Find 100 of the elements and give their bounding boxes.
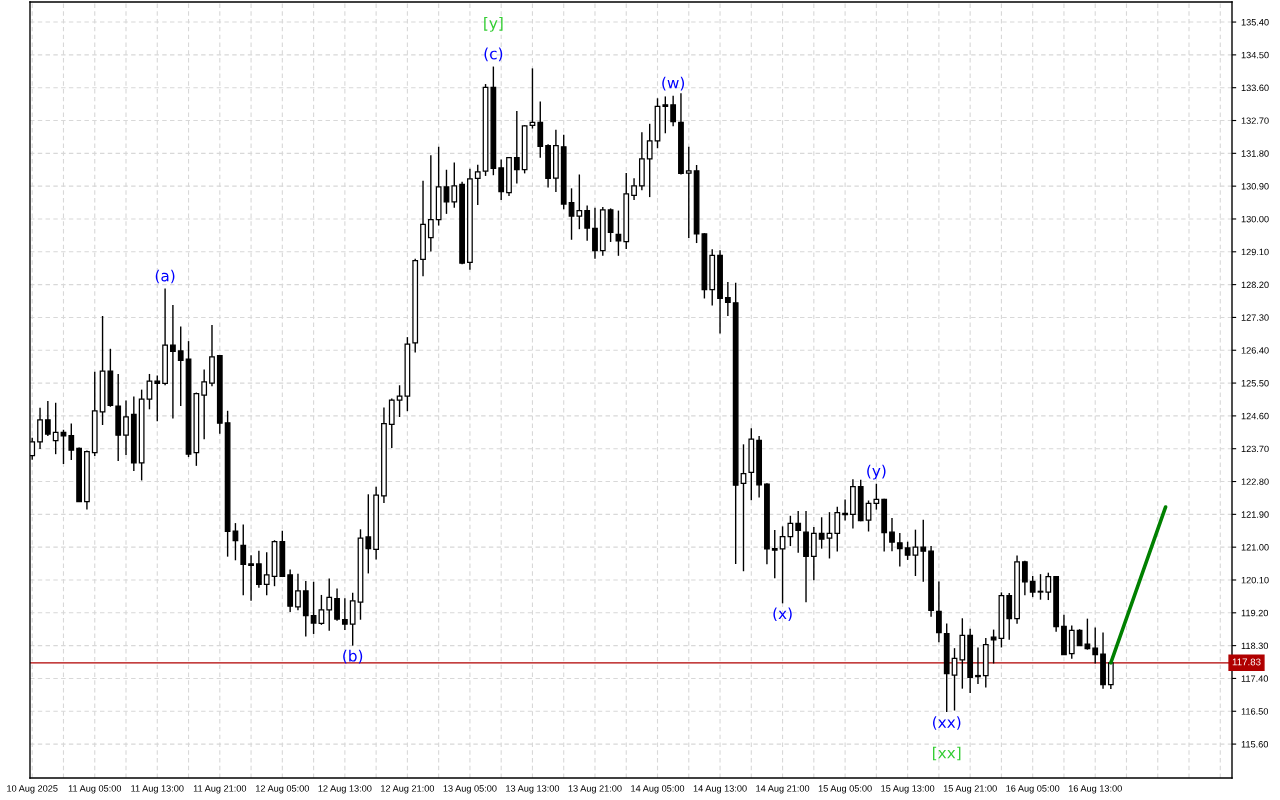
x-tick-label: 13 Aug 21:00 [568, 785, 622, 794]
candlestick [584, 204, 591, 242]
x-tick-label: 11 Aug 05:00 [68, 785, 122, 794]
candlestick [451, 161, 458, 209]
y-tick-label: 122.80 [1241, 478, 1269, 485]
candlestick [1037, 573, 1044, 601]
x-tick-label: 11 Aug 13:00 [131, 785, 184, 794]
x-tick-label: 11 Aug 21:00 [193, 785, 247, 794]
y-tick-label: 130.90 [1241, 183, 1269, 190]
candlestick [365, 493, 372, 575]
y-tick-label: 131.80 [1241, 150, 1269, 157]
candlestick [513, 110, 520, 185]
candlestick [826, 511, 833, 560]
y-tick-label: 123.70 [1241, 445, 1269, 453]
x-tick-label: 10 Aug 2025 [7, 785, 58, 794]
candlestick [889, 517, 895, 552]
candlestick [1107, 661, 1114, 690]
candlestick [576, 173, 583, 230]
y-tick-label: 135.40 [1241, 18, 1269, 26]
candlestick [936, 580, 942, 644]
candlestick [904, 541, 911, 561]
x-tick-label: 12 Aug 13:00 [318, 785, 372, 794]
candlestick [975, 646, 981, 685]
candlestick [646, 123, 653, 198]
candlestick [349, 592, 356, 647]
candlestick [795, 510, 802, 554]
candlestick [779, 525, 786, 605]
candlestick [295, 573, 301, 611]
x-tick-label: 13 Aug 05:00 [443, 785, 497, 794]
y-tick-label: 121.90 [1241, 511, 1269, 518]
candlestick [787, 515, 794, 547]
candlestick [474, 163, 481, 206]
candlestick [1006, 592, 1013, 641]
y-tick-label: 128.20 [1241, 281, 1269, 289]
x-tick-label: 12 Aug 05:00 [256, 785, 309, 794]
candlestick [771, 529, 778, 579]
annotation: (w) [662, 76, 685, 91]
candlestick [334, 587, 340, 622]
ref-line-label: 117.83 [1232, 658, 1261, 666]
candlestick [60, 429, 67, 465]
annotation: (y) [867, 464, 886, 480]
x-tick-label: 14 Aug 13:00 [693, 785, 747, 794]
candlestick [255, 550, 262, 589]
y-tick-label: 124.60 [1241, 412, 1269, 420]
candlestick [834, 505, 841, 553]
annotation: [y] [484, 17, 503, 32]
candlestick [201, 368, 208, 440]
y-tick-label: 132.70 [1241, 117, 1269, 124]
candlestick [670, 95, 677, 128]
candlestick [123, 399, 129, 456]
candlestick [873, 483, 880, 511]
candlestick [170, 304, 176, 420]
y-tick-label: 117.40 [1241, 675, 1269, 682]
y-tick-label: 130.00 [1241, 215, 1269, 223]
candlestick [1092, 626, 1099, 665]
annotation: [xx] [933, 746, 961, 761]
candlestick [1068, 624, 1075, 660]
candlestick [154, 374, 161, 423]
y-tick-label: 133.60 [1241, 84, 1269, 92]
candlestick [1045, 572, 1052, 601]
candlestick [52, 402, 59, 455]
candlestick [341, 597, 348, 631]
annotation: (c) [484, 47, 503, 62]
y-tick-label: 120.10 [1241, 576, 1269, 584]
y-tick-label: 119.20 [1241, 609, 1269, 617]
x-tick-label: 14 Aug 05:00 [631, 785, 685, 794]
y-tick-label: 121.00 [1241, 544, 1269, 551]
candlestick [592, 206, 598, 260]
y-tick-label: 134.50 [1241, 51, 1269, 59]
candlestick [662, 95, 669, 134]
candlestick [177, 325, 184, 407]
candlestick [724, 281, 731, 317]
candlestick [240, 523, 247, 596]
candlestick [37, 407, 43, 450]
candlestick [498, 158, 505, 201]
candlestick [427, 154, 434, 253]
candlestick [68, 422, 75, 461]
candlestick [1029, 575, 1036, 598]
x-tick-label: 15 Aug 13:00 [881, 785, 935, 794]
annotation: (x) [773, 607, 792, 622]
y-tick-label: 115.60 [1241, 741, 1269, 748]
x-tick-label: 15 Aug 05:00 [818, 785, 872, 794]
y-tick-label: 125.50 [1241, 379, 1269, 387]
y-tick-label: 116.50 [1241, 708, 1269, 715]
annotation: (a) [155, 269, 175, 284]
candlestick [920, 519, 927, 583]
x-tick-label: 14 Aug 21:00 [756, 785, 810, 794]
candlestick [1021, 559, 1028, 596]
x-tick-label: 16 Aug 05:00 [1006, 785, 1060, 794]
y-tick-label: 126.40 [1241, 347, 1269, 354]
annotation: (xx) [933, 716, 961, 730]
candlestick [810, 526, 817, 582]
candlestick [44, 400, 51, 437]
candlestick [818, 516, 825, 550]
candlestick [607, 207, 614, 243]
candlestick [631, 177, 637, 201]
candlestick [990, 628, 997, 665]
candlestick [685, 146, 692, 239]
candlestick [248, 554, 254, 602]
candlestick [896, 532, 903, 568]
